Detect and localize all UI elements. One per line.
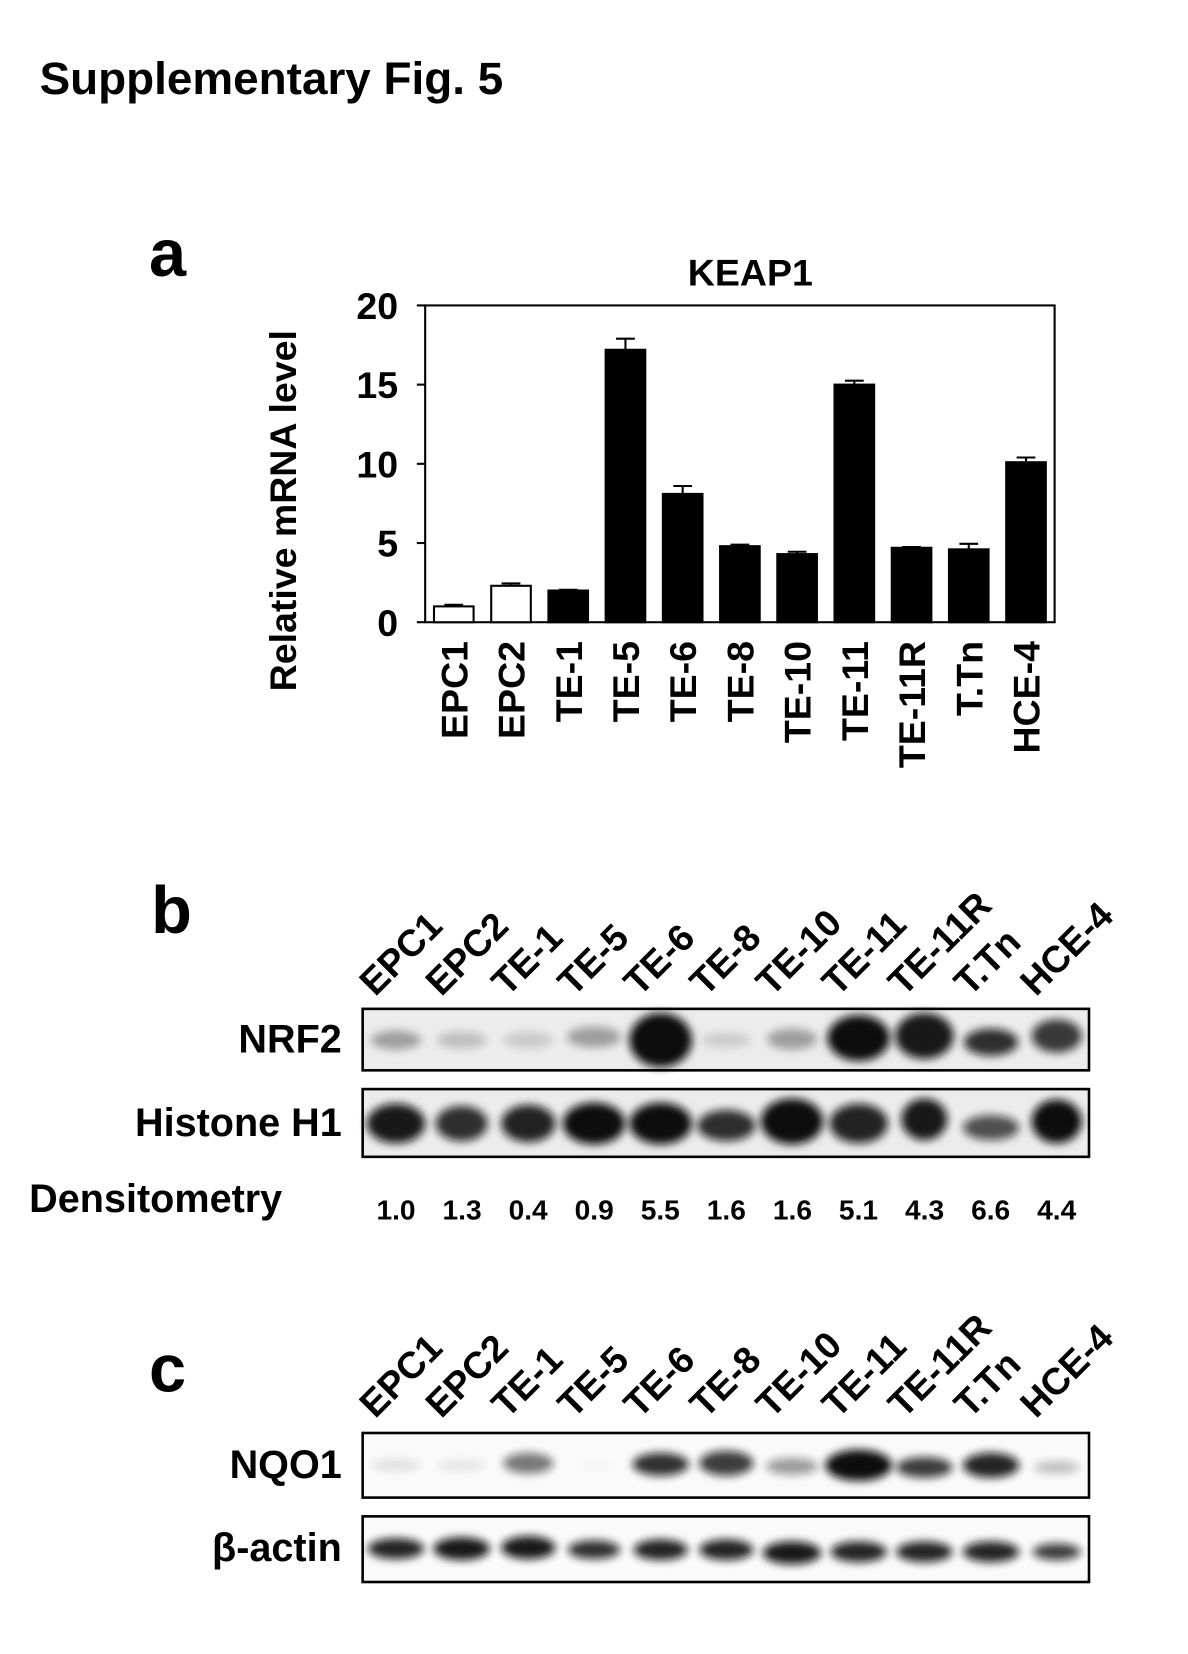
x-tick-label: EPC2 bbox=[491, 641, 533, 739]
error-bar bbox=[787, 550, 807, 555]
x-tick-label: TE-1 bbox=[548, 641, 590, 722]
densitometry-value: 6.6 bbox=[971, 1194, 1010, 1225]
x-tick-label: TE-10 bbox=[777, 641, 819, 743]
bar bbox=[547, 589, 590, 624]
bar bbox=[432, 605, 475, 624]
densitometry-label: Densitometry bbox=[29, 1177, 282, 1221]
row-label: NRF2 bbox=[238, 1018, 341, 1062]
x-tick-label: T.Tn bbox=[948, 641, 990, 716]
y-axis-label: Relative mRNA level bbox=[262, 330, 304, 691]
densitometry-value: 4.3 bbox=[905, 1194, 944, 1225]
y-tick-label: 0 bbox=[377, 602, 398, 644]
bar bbox=[490, 584, 532, 624]
densitometry-value: 5.5 bbox=[641, 1194, 680, 1225]
y-tick-label: 15 bbox=[356, 364, 398, 406]
lane-label: HCE-4 bbox=[1012, 1316, 1121, 1425]
x-tick-label: TE-6 bbox=[662, 641, 704, 722]
y-tick-label: 20 bbox=[356, 285, 398, 327]
densitometry-value: 1.3 bbox=[443, 1194, 482, 1225]
error-bar bbox=[1016, 456, 1036, 463]
panel-letter: b bbox=[151, 874, 192, 948]
densitometry-value: 1.6 bbox=[773, 1194, 812, 1225]
bar bbox=[833, 383, 876, 624]
bar bbox=[947, 548, 990, 624]
bar bbox=[604, 348, 647, 624]
densitometry-value: 0.9 bbox=[575, 1194, 614, 1225]
blot-histone bbox=[361, 1087, 1091, 1159]
x-tick-label: EPC1 bbox=[433, 641, 475, 739]
row-label: β-actin bbox=[212, 1526, 342, 1570]
panel-letter: a bbox=[149, 217, 187, 291]
densitometry-value: 4.4 bbox=[1037, 1194, 1076, 1225]
error-bar bbox=[959, 542, 979, 550]
lane-label: TE-6 bbox=[615, 1338, 702, 1425]
blot-actin bbox=[361, 1515, 1091, 1584]
row-label: NQO1 bbox=[230, 1443, 342, 1487]
error-bar bbox=[501, 582, 521, 586]
densitometry-value: 1.0 bbox=[376, 1194, 415, 1225]
error-bar bbox=[558, 588, 578, 591]
x-tick-label: TE-5 bbox=[605, 641, 647, 722]
x-tick-label: TE-11R bbox=[891, 641, 933, 768]
x-tick-label: TE-8 bbox=[719, 641, 761, 722]
lane-label: HCE-4 bbox=[1012, 894, 1121, 1003]
bar bbox=[661, 492, 704, 624]
error-bar bbox=[730, 543, 750, 547]
error-bar bbox=[444, 603, 464, 607]
bar bbox=[890, 546, 933, 624]
x-tick-label: TE-11 bbox=[834, 641, 876, 741]
lane-label: TE-8 bbox=[681, 1338, 768, 1425]
error-bar bbox=[616, 337, 635, 350]
error-bar bbox=[902, 545, 921, 549]
panel-letter: c bbox=[149, 1332, 186, 1406]
y-tick-label: 5 bbox=[377, 523, 398, 565]
lane-label: TE-5 bbox=[549, 916, 636, 1003]
densitometry-value: 1.6 bbox=[707, 1194, 746, 1225]
figure-title: Supplementary Fig. 5 bbox=[40, 52, 504, 104]
densitometry-value: 0.4 bbox=[509, 1194, 548, 1225]
bar bbox=[776, 553, 818, 624]
lane-label: TE-6 bbox=[615, 916, 702, 1003]
bar bbox=[1005, 461, 1047, 624]
y-tick-label: 10 bbox=[356, 443, 398, 485]
lane-label: TE-5 bbox=[549, 1338, 636, 1425]
error-bar bbox=[673, 484, 693, 494]
lane-label: TE-8 bbox=[681, 916, 768, 1003]
densitometry-value: 5.1 bbox=[839, 1194, 878, 1225]
bar bbox=[719, 545, 761, 624]
blot-nqo1 bbox=[361, 1431, 1091, 1499]
error-bar bbox=[844, 379, 864, 385]
chart-title: KEAP1 bbox=[688, 252, 813, 294]
blot-nrf2 bbox=[361, 1007, 1091, 1072]
x-tick-label: HCE-4 bbox=[1006, 641, 1048, 754]
row-label: Histone H1 bbox=[135, 1101, 342, 1145]
